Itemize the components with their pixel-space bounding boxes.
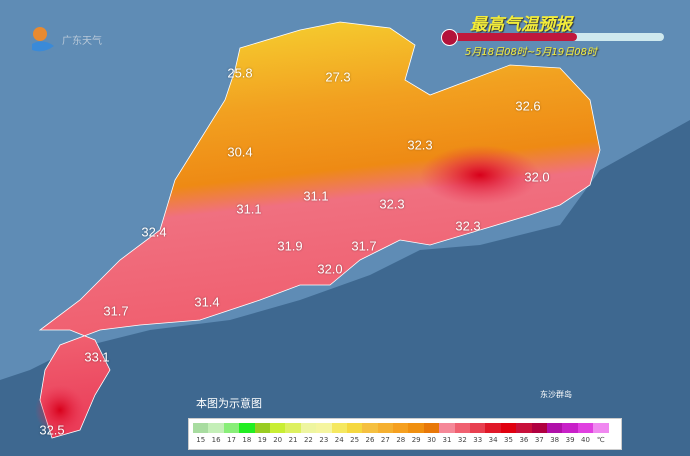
legend-swatch: [531, 423, 547, 433]
thermometer-bar: [446, 33, 664, 41]
thermometer-fill: [446, 33, 577, 41]
legend-tick: 32: [457, 436, 467, 444]
legend-tick: 26: [365, 436, 375, 444]
legend-tick: 19: [257, 436, 267, 444]
temperature-label: 33.1: [84, 349, 110, 365]
legend-tick: 30: [427, 436, 437, 444]
dongsha-islands-label: 东沙群岛: [540, 390, 572, 399]
legend-swatch: [254, 423, 270, 433]
legend-swatch: [346, 423, 363, 433]
legend-tick: 28: [396, 436, 406, 444]
legend-tick: 39: [565, 436, 575, 444]
legend-tick: 36: [519, 436, 529, 444]
temperature-label: 31.1: [236, 201, 262, 217]
legend-swatch: [377, 423, 394, 433]
legend-swatch: [285, 423, 301, 433]
temperature-legend: 15 16 17 18 19 20 21 22 23 24 25 26 27 28 29 30 31 32 33 34…: [188, 418, 622, 450]
schematic-note: 本图为示意图: [196, 397, 262, 410]
legend-tick: 37: [534, 436, 544, 444]
legend-swatch: [193, 423, 209, 433]
legend-tick: 17: [227, 436, 236, 444]
temperature-label: 25.8: [227, 65, 253, 81]
legend-tick: 22: [303, 436, 313, 444]
temperature-label: 31.4: [194, 294, 220, 310]
temperature-label: 32.3: [379, 196, 405, 212]
legend-swatch: [408, 423, 424, 433]
temperature-label: 32.3: [455, 218, 481, 234]
legend-swatch: [393, 423, 409, 433]
legend-tick: 15: [196, 436, 206, 444]
temperature-label: 31.7: [103, 303, 129, 319]
legend-swatch: [423, 423, 440, 433]
legend-swatch: [577, 423, 594, 433]
guangdong-province: [38, 21, 601, 439]
legend-tick: 34: [488, 436, 498, 444]
legend-tick: 25: [350, 436, 360, 444]
temperature-label: 32.4: [141, 224, 167, 240]
temperature-label: 30.4: [227, 144, 253, 160]
legend-tick: 40: [581, 436, 590, 444]
legend-swatch: [300, 423, 317, 433]
temperature-label: 32.3: [407, 137, 433, 153]
legend-swatch: [500, 423, 517, 433]
temperature-label: 31.1: [303, 188, 329, 204]
legend-swatch: [470, 423, 486, 433]
legend-tick: 20: [273, 436, 283, 444]
map-title: 最高气温预报: [470, 15, 572, 35]
legend-tick: 18: [242, 436, 252, 444]
legend-tick: 33: [473, 436, 483, 444]
legend-tick: 23: [319, 436, 329, 444]
legend-unit: ℃: [596, 436, 605, 444]
legend-tick: 24: [334, 436, 344, 444]
temperature-label: 27.3: [325, 69, 351, 85]
legend-swatch: [269, 423, 286, 433]
legend-tick: 29: [411, 436, 421, 444]
legend-swatch: [516, 423, 532, 433]
legend-tick: 38: [550, 436, 560, 444]
legend-swatch: [439, 423, 455, 433]
guangdong-weather-logo: [26, 22, 60, 56]
legend-swatch: [562, 423, 578, 433]
legend-swatch: [223, 423, 240, 433]
legend-swatch: [546, 423, 563, 433]
legend-swatch: [593, 423, 609, 433]
legend-swatch: [331, 423, 347, 433]
legend-tick: 27: [380, 436, 390, 444]
logo-text: 广东天气: [62, 36, 102, 47]
legend-tick: 21: [288, 436, 298, 444]
legend-tick: 35: [504, 436, 513, 444]
temperature-label: 32.0: [317, 261, 343, 277]
legend-swatch: [316, 423, 332, 433]
legend-tick: 16: [211, 436, 221, 444]
forecast-period: 5月18日08时~5月19日08时: [465, 47, 598, 58]
temperature-label: 32.6: [515, 98, 541, 114]
legend-swatch: [362, 423, 378, 433]
legend-swatch: [454, 423, 471, 433]
legend-tick: 31: [442, 436, 452, 444]
legend-swatch: [208, 423, 224, 433]
temperature-label: 31.9: [277, 238, 303, 254]
thermometer-bulb-icon: [441, 29, 458, 46]
temperature-label: 32.0: [524, 169, 550, 185]
legend-swatch: [239, 423, 255, 433]
legend-swatch: [485, 423, 501, 433]
temperature-label: 31.7: [351, 238, 377, 254]
temperature-label: 32.5: [39, 422, 65, 438]
